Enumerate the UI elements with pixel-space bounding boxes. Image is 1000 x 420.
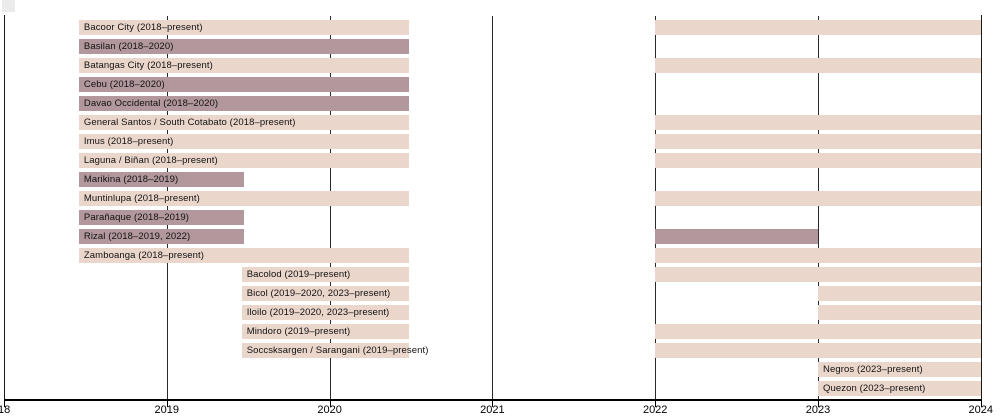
team-label-iloilo: Iloilo (2019–2020, 2023–present) bbox=[246, 307, 390, 318]
timeline-bar-iloilo-1 bbox=[241, 305, 410, 320]
cropped-artifact bbox=[2, 0, 15, 12]
timeline-bar-bacoor-city-1 bbox=[78, 20, 410, 35]
axis-tick-2020 bbox=[329, 401, 331, 407]
timeline-bar-general-santos-south-cotabato-1 bbox=[78, 115, 410, 130]
timeline-bar-bacolod-1 bbox=[241, 267, 410, 282]
timeline-bar-bacoor-city-2 bbox=[655, 20, 981, 35]
timeline-bar-laguna-bi-an-1 bbox=[78, 153, 410, 168]
axis-tick-2024 bbox=[980, 401, 982, 407]
timeline-bar-bacolod-2 bbox=[655, 267, 981, 282]
axis-label-2021: 2021 bbox=[480, 404, 505, 416]
timeline-bar-bicol-2 bbox=[818, 286, 981, 301]
team-label-bicol: Bicol (2019–2020, 2023–present) bbox=[246, 288, 391, 299]
team-label-davao-occidental: Davao Occidental (2018–2020) bbox=[83, 98, 219, 109]
team-label-marikina: Marikina (2018–2019) bbox=[83, 174, 179, 185]
team-label-imus: Imus (2018–present) bbox=[83, 136, 174, 147]
timeline-bar-imus-2 bbox=[655, 134, 981, 149]
axis-tick-2021 bbox=[492, 401, 494, 407]
timeline-bar-bicol-1 bbox=[241, 286, 410, 301]
team-label-general-santos-south-cotabato: General Santos / South Cotabato (2018–pr… bbox=[83, 117, 296, 128]
team-label-zamboanga: Zamboanga (2018–present) bbox=[83, 250, 205, 261]
timeline-bar-rizal-2 bbox=[655, 229, 818, 244]
gridline-2023 bbox=[818, 16, 819, 400]
team-label-laguna-bi-an: Laguna / Biñan (2018–present) bbox=[83, 155, 218, 166]
timeline-bar-soccsksargen-sarangani-2 bbox=[655, 343, 981, 358]
timeline-bar-basilan-1 bbox=[78, 39, 410, 54]
timeline-bar-cebu-1 bbox=[78, 77, 410, 92]
team-label-cebu: Cebu (2018–2020) bbox=[83, 79, 165, 90]
axis-tick-2018 bbox=[4, 401, 5, 407]
team-label-quezon: Quezon (2023–present) bbox=[823, 383, 926, 394]
axis-label-2020: 2020 bbox=[317, 404, 342, 416]
right-spine bbox=[980, 15, 982, 400]
axis-tick-2022 bbox=[655, 401, 657, 407]
team-label-para-aque: Parañaque (2018–2019) bbox=[83, 212, 189, 223]
timeline-bar-davao-occidental-1 bbox=[78, 96, 410, 111]
timeline-bar-soccsksargen-sarangani-1 bbox=[241, 343, 410, 358]
axis-label-2018: 2018 bbox=[0, 404, 11, 416]
axis-label-2019: 2019 bbox=[154, 404, 180, 416]
left-spine bbox=[4, 15, 5, 400]
team-label-muntinlupa: Muntinlupa (2018–present) bbox=[83, 193, 200, 204]
axis-label-2023: 2023 bbox=[805, 404, 831, 416]
axis-tick-2019 bbox=[166, 401, 168, 407]
timeline-bar-mindoro-2 bbox=[655, 324, 981, 339]
axis-label-2024: 2024 bbox=[968, 404, 994, 416]
timeline-bar-rizal-1 bbox=[78, 229, 245, 244]
team-label-rizal: Rizal (2018–2019, 2022) bbox=[83, 231, 191, 242]
team-label-basilan: Basilan (2018–2020) bbox=[83, 41, 174, 52]
timeline-bar-negros-1 bbox=[818, 362, 981, 377]
axis-label-2022: 2022 bbox=[642, 404, 668, 416]
timeline-bar-mindoro-1 bbox=[241, 324, 410, 339]
timeline-bar-imus-1 bbox=[78, 134, 410, 149]
timeline-bar-iloilo-2 bbox=[818, 305, 981, 320]
axis-tick-2023 bbox=[818, 401, 819, 407]
team-label-bacolod: Bacolod (2019–present) bbox=[246, 269, 351, 280]
gridline-2021 bbox=[492, 16, 494, 400]
timeline-bar-general-santos-south-cotabato-2 bbox=[655, 115, 981, 130]
timeline-bar-marikina-1 bbox=[78, 172, 245, 187]
gridline-2019 bbox=[166, 16, 168, 400]
team-label-soccsksargen-sarangani: Soccsksargen / Sarangani (2019–present) bbox=[246, 345, 429, 356]
timeline-bar-zamboanga-2 bbox=[655, 248, 981, 263]
team-label-bacoor-city: Bacoor City (2018–present) bbox=[83, 22, 203, 33]
x-axis-line bbox=[4, 399, 982, 401]
timeline-bar-quezon-1 bbox=[818, 381, 981, 396]
timeline-bar-muntinlupa-2 bbox=[655, 191, 981, 206]
timeline-bar-para-aque-1 bbox=[78, 210, 245, 225]
team-label-negros: Negros (2023–present) bbox=[823, 364, 923, 375]
timeline-bar-zamboanga-1 bbox=[78, 248, 410, 263]
team-label-mindoro: Mindoro (2019–present) bbox=[246, 326, 351, 337]
team-label-batangas-city: Batangas City (2018–present) bbox=[83, 60, 213, 71]
timeline-bar-batangas-city-1 bbox=[78, 58, 410, 73]
timeline-bar-laguna-bi-an-2 bbox=[655, 153, 981, 168]
gridline-2020 bbox=[329, 16, 331, 400]
gridline-2022 bbox=[655, 16, 657, 400]
timeline-bar-batangas-city-2 bbox=[655, 58, 981, 73]
timeline-bar-muntinlupa-1 bbox=[78, 191, 410, 206]
